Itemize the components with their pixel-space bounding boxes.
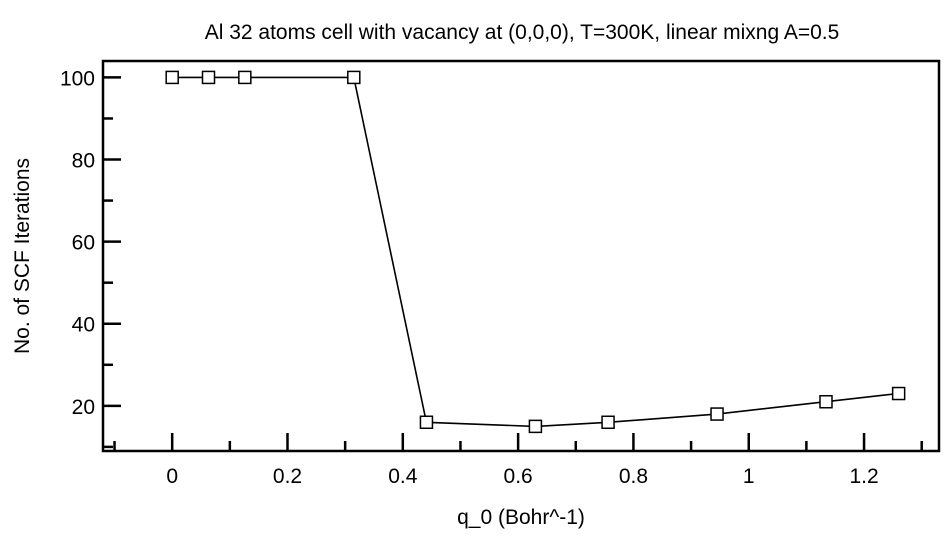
series-line: [172, 76, 899, 428]
x-tick-label: 0.2: [273, 465, 302, 488]
x-tick-label: 1: [743, 465, 755, 488]
data-point: [419, 415, 434, 430]
x-tick-label: 1.2: [849, 465, 878, 488]
y-tick-label: 60: [72, 232, 95, 255]
y-tick-label: 20: [72, 396, 95, 419]
data-point: [347, 70, 361, 85]
data-point: [201, 70, 216, 85]
y-tick-label: 40: [72, 314, 95, 337]
data-point: [238, 70, 252, 85]
chart-title: Al 32 atoms cell with vacancy at (0,0,0)…: [205, 21, 840, 44]
data-point: [710, 407, 724, 421]
plot-frame: [101, 59, 941, 453]
data-point: [601, 415, 615, 430]
data-point: [165, 70, 179, 85]
data-point: [891, 386, 906, 401]
y-tick-label: 80: [72, 150, 95, 173]
data-point: [528, 419, 543, 434]
y-axis-label: No. of SCF Iterations: [11, 158, 34, 354]
x-tick-label: 0: [166, 465, 178, 488]
x-tick-label: 0.8: [619, 465, 648, 488]
y-tick-label: 100: [60, 67, 95, 90]
data-point: [819, 394, 833, 409]
x-axis-label: q_0 (Bohr^-1): [457, 506, 585, 529]
marks: [165, 70, 906, 434]
x-tick-label: 0.6: [504, 465, 533, 488]
x-tick-label: 0.4: [388, 465, 418, 488]
ticks: 0 0.2 0.4 0.6 0.8 1 1.2 20 40 60 80 100: [60, 67, 923, 488]
